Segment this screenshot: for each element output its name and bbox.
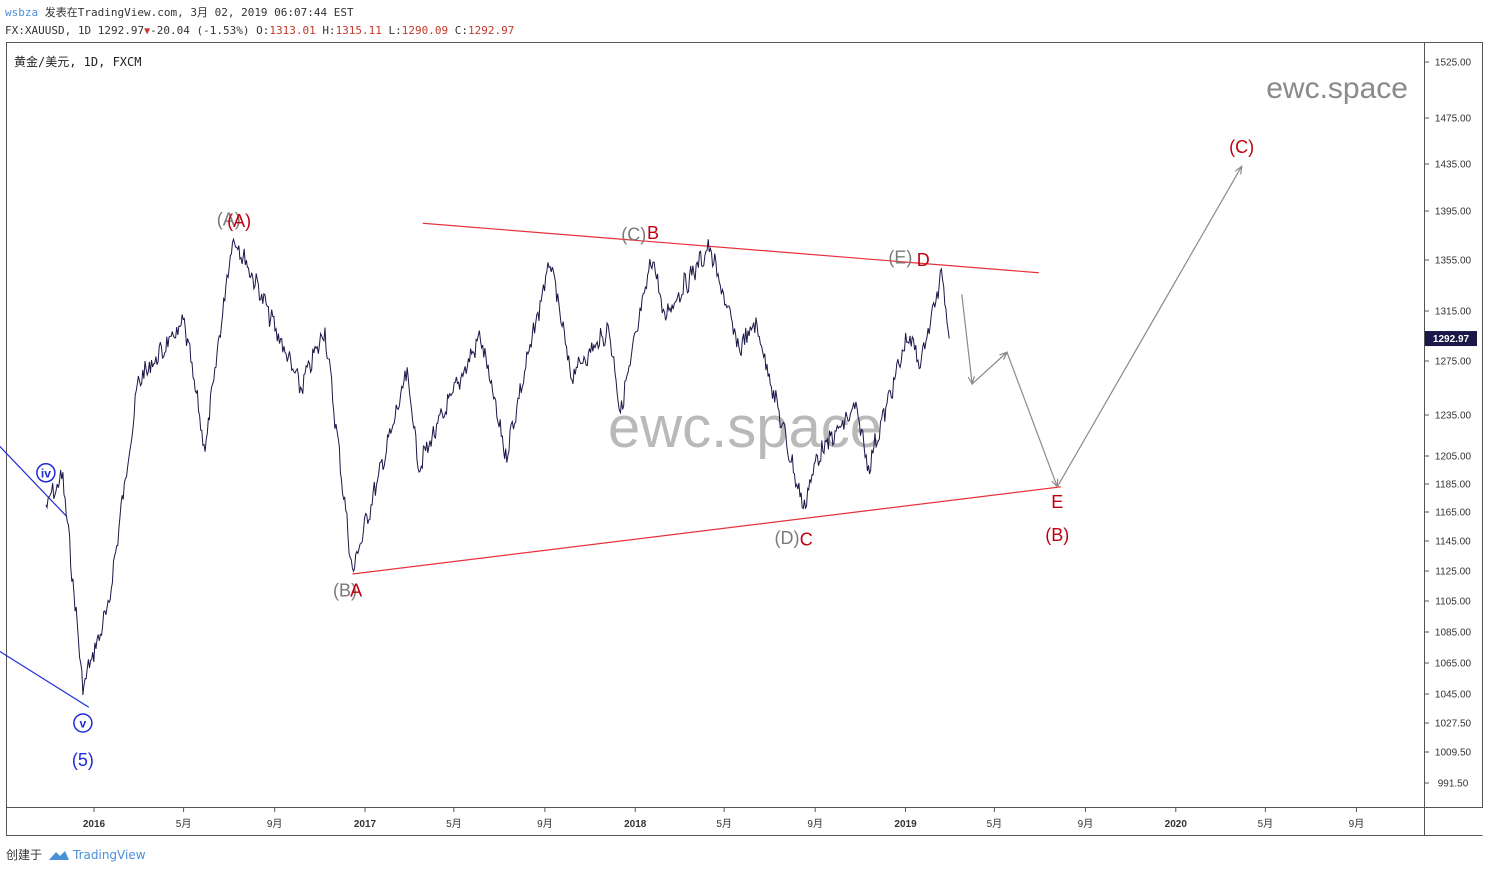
wave-label: v (80, 717, 87, 731)
lower-trendline[interactable] (352, 486, 1062, 575)
low-value: 1290.09 (401, 24, 449, 37)
wave-channel-line[interactable] (0, 445, 68, 517)
wave-label: E (1051, 492, 1063, 512)
open-label: O: (256, 24, 270, 37)
x-tick-label: 2020 (1165, 819, 1188, 830)
wave-channel-line[interactable] (0, 650, 90, 708)
projection-segment[interactable] (1056, 166, 1243, 488)
wave-label: (5) (72, 750, 94, 770)
y-tick-label: 1065.00 (1435, 659, 1472, 670)
upper-trendline[interactable] (422, 222, 1039, 274)
y-tick-label: 1315.00 (1435, 307, 1472, 318)
down-arrow-icon: ▼ (144, 26, 151, 37)
low-label: L: (388, 24, 402, 37)
x-tick-label: 5月 (987, 818, 1003, 830)
wave-label: B (647, 223, 659, 243)
y-tick-label: 1145.00 (1435, 537, 1471, 548)
close-value: 1292.97 (468, 24, 515, 37)
high-label: H: (322, 24, 336, 37)
wave-label: (C) (621, 224, 646, 244)
tradingview-brand: TradingView (73, 847, 146, 862)
x-tick-label: 5月 (176, 818, 192, 830)
tradingview-logo[interactable]: TradingView (48, 848, 146, 862)
projection-segment[interactable] (1006, 352, 1058, 488)
y-tick-label: 1085.00 (1435, 628, 1472, 639)
y-tick-label: 1275.00 (1435, 357, 1472, 368)
wave-label: (E) (888, 248, 912, 268)
trend-annotations[interactable] (0, 165, 1243, 708)
price-tag: 1292.97 (1425, 331, 1477, 347)
x-tick-label: 2019 (894, 819, 917, 830)
projection-segment[interactable] (961, 294, 973, 385)
y-tick-label: 1009.50 (1435, 748, 1472, 759)
x-tick-label: 5月 (446, 818, 462, 830)
y-tick-label: 1125.00 (1435, 567, 1471, 578)
chart-svg[interactable]: 1525.00 1475.00 1435.00 1395.00 1355.00 1315.… (0, 0, 1489, 845)
footer: 创建于 TradingView (6, 846, 146, 863)
tradingview-icon (49, 850, 70, 860)
wave-label: (A) (217, 210, 241, 230)
ohlc-line: FX:XAUUSD, 1D 1292.97▼-20.04 (-1.53%) O:… (5, 24, 514, 39)
y-tick-label: 1395.00 (1435, 207, 1472, 218)
x-tick-label: 9月 (267, 818, 283, 830)
x-tick-label: 9月 (537, 818, 553, 830)
x-tick-label: 9月 (1078, 818, 1094, 830)
watermark-corner: ewc.space (1266, 72, 1408, 105)
price-series (45, 237, 950, 696)
author-link[interactable]: wsbza (5, 6, 39, 19)
time-axis[interactable] (6, 807, 1425, 836)
y-tick-label: 991.50 (1438, 779, 1469, 790)
last-price: 1292.97 (97, 24, 145, 37)
change-text: -20.04 (-1.53%) (150, 24, 250, 37)
y-tick-label: 1185.00 (1435, 480, 1471, 491)
y-tick-label: 1205.00 (1435, 452, 1472, 463)
y-axis-labels: 1525.00 1475.00 1435.00 1395.00 1355.00 1315.… (1424, 58, 1472, 790)
wave-circle (36, 463, 56, 483)
wave-label: (B) (1045, 525, 1069, 545)
y-tick-label: 1027.50 (1435, 719, 1472, 730)
y-tick-label: 1435.00 (1435, 160, 1472, 171)
y-tick-label: 1235.00 (1435, 411, 1472, 422)
x-tick-label: 2017 (354, 819, 377, 830)
wave-circle (73, 713, 93, 733)
y-tick-label: 1165.00 (1435, 508, 1471, 519)
y-tick-label: 1105.00 (1435, 597, 1471, 608)
publish-text: 发表在TradingView.com, 3月 02, 2019 06:07:44… (44, 6, 354, 19)
y-tick-label: 1475.00 (1435, 114, 1472, 125)
wave-label: D (917, 250, 930, 270)
wave-label: C (800, 530, 813, 550)
projection-arrowhead (1234, 165, 1243, 175)
wave-labels: ivv(5)(A)(A)(B)A(C) B(D) C(E) DE(B)(C) (36, 137, 1254, 770)
wave-label: (C) (1229, 137, 1254, 157)
x-axis-labels: 2016 5月 9月 2017 5月 9月 2018 5月 9月 2019 5月 9月 2020 5月 9月 (83, 807, 1365, 830)
wave-label: (D) (775, 528, 800, 548)
x-tick-label: 2018 (624, 819, 647, 830)
wave-label: (A) (227, 211, 251, 231)
x-tick-label: 5月 (1258, 818, 1274, 830)
x-tick-label: 5月 (716, 818, 732, 830)
high-value: 1315.11 (335, 24, 382, 37)
close-label: C: (454, 24, 469, 37)
wave-label: iv (41, 466, 51, 480)
x-tick-label: 2016 (83, 819, 106, 830)
wave-label: (B) (333, 581, 357, 601)
wave-label: A (350, 581, 362, 601)
y-tick-label: 1355.00 (1435, 256, 1472, 267)
x-tick-label: 9月 (1349, 818, 1365, 830)
chart-title: 黄金/美元, 1D, FXCM (14, 54, 141, 69)
projection-segment[interactable] (971, 351, 1008, 385)
x-tick-label: 9月 (807, 818, 823, 830)
y-tick-label: 1045.00 (1435, 690, 1472, 701)
publish-info: wsbza 发表在TradingView.com, 3月 02, 2019 06… (5, 6, 354, 20)
price-tag-text: 1292.97 (1433, 334, 1470, 345)
symbol-text: FX:XAUUSD, 1D (5, 24, 92, 37)
open-value: 1313.01 (269, 24, 316, 37)
created-with: 创建于 (6, 848, 43, 862)
y-tick-label: 1525.00 (1435, 58, 1472, 69)
